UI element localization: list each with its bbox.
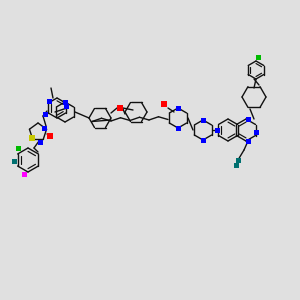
Bar bbox=[236, 158, 241, 163]
Bar bbox=[46, 98, 52, 104]
Bar bbox=[245, 139, 250, 143]
Bar bbox=[245, 116, 250, 122]
Bar bbox=[16, 146, 20, 151]
Bar bbox=[11, 158, 16, 164]
Bar bbox=[47, 133, 53, 139]
Bar bbox=[200, 137, 206, 142]
Bar bbox=[117, 105, 123, 111]
Bar bbox=[256, 55, 260, 59]
Bar bbox=[29, 135, 35, 141]
Bar bbox=[62, 100, 68, 104]
Bar bbox=[41, 125, 46, 130]
Bar bbox=[233, 163, 238, 167]
Bar bbox=[200, 118, 206, 122]
Bar bbox=[22, 172, 26, 176]
Bar bbox=[38, 140, 43, 145]
Bar bbox=[64, 103, 68, 109]
Bar bbox=[254, 130, 259, 134]
Bar bbox=[62, 100, 68, 104]
Bar bbox=[161, 101, 167, 107]
Bar bbox=[43, 112, 47, 116]
Bar bbox=[176, 106, 181, 110]
Bar bbox=[214, 128, 220, 133]
Bar bbox=[176, 125, 181, 130]
